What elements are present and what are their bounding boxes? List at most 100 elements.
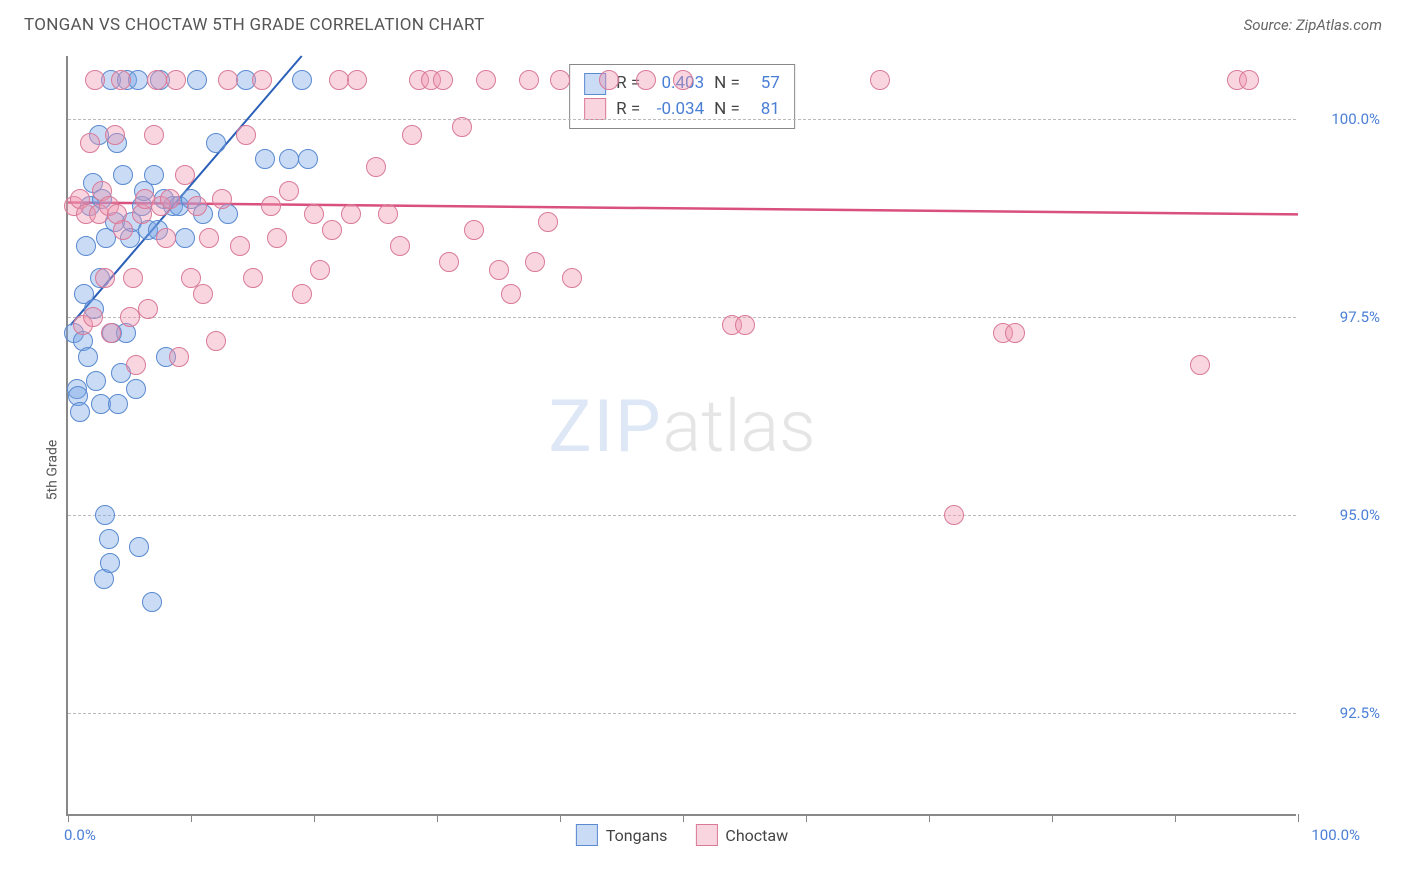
- data-point: [525, 252, 545, 272]
- data-point: [378, 204, 398, 224]
- data-point: [489, 260, 509, 280]
- data-point: [78, 347, 98, 367]
- data-point: [206, 133, 226, 153]
- data-point: [166, 70, 186, 90]
- series1-swatch-bottom: [576, 824, 598, 846]
- data-point: [550, 70, 570, 90]
- data-point: [138, 299, 158, 319]
- data-point: [156, 228, 176, 248]
- data-point: [76, 236, 96, 256]
- data-point: [187, 196, 207, 216]
- data-point: [636, 70, 656, 90]
- data-point: [261, 196, 281, 216]
- data-point: [519, 70, 539, 90]
- y-tick-label: 95.0%: [1308, 506, 1380, 524]
- data-point: [144, 125, 164, 145]
- plot-area: ZIPatlas R = 0.403 N = 57 R = -0.034 N =…: [66, 56, 1296, 816]
- data-point: [464, 220, 484, 240]
- data-point: [673, 70, 693, 90]
- data-point: [341, 204, 361, 224]
- data-point: [1239, 70, 1259, 90]
- data-point: [85, 70, 105, 90]
- data-point: [99, 529, 119, 549]
- legend-label-1: Tongans: [606, 826, 668, 845]
- data-point: [243, 268, 263, 288]
- data-point: [562, 268, 582, 288]
- data-point: [144, 165, 164, 185]
- data-point: [175, 228, 195, 248]
- data-point: [95, 505, 115, 525]
- legend-item-1: Tongans: [576, 824, 668, 846]
- data-point: [252, 70, 272, 90]
- data-point: [100, 553, 120, 573]
- data-point: [310, 260, 330, 280]
- data-point: [70, 402, 90, 422]
- data-point: [113, 165, 133, 185]
- data-point: [126, 379, 146, 399]
- data-point: [452, 117, 472, 137]
- data-point: [255, 149, 275, 169]
- data-point: [120, 307, 140, 327]
- chart-container: 5th Grade ZIPatlas R = 0.403 N = 57 R = …: [24, 48, 1382, 892]
- data-point: [279, 181, 299, 201]
- series-legend: Tongans Choctaw: [576, 824, 788, 846]
- data-point: [128, 70, 148, 90]
- data-point: [599, 70, 619, 90]
- data-point: [126, 355, 146, 375]
- data-point: [199, 228, 219, 248]
- data-point: [169, 347, 189, 367]
- data-point: [123, 268, 143, 288]
- data-point: [218, 70, 238, 90]
- data-point: [402, 125, 422, 145]
- data-point: [292, 284, 312, 304]
- data-point: [329, 70, 349, 90]
- legend-label-2: Choctaw: [725, 826, 788, 845]
- data-point: [105, 125, 125, 145]
- y-tick-label: 97.5%: [1308, 308, 1380, 326]
- y-tick-label: 92.5%: [1308, 704, 1380, 722]
- data-point: [439, 252, 459, 272]
- data-point: [735, 315, 755, 335]
- trend-lines: [68, 56, 1298, 816]
- data-point: [101, 323, 121, 343]
- data-point: [147, 70, 167, 90]
- data-point: [322, 220, 342, 240]
- data-point: [267, 228, 287, 248]
- data-point: [870, 70, 890, 90]
- data-point: [292, 70, 312, 90]
- data-point: [1005, 323, 1025, 343]
- data-point: [212, 189, 232, 209]
- source-label: Source: ZipAtlas.com: [1244, 16, 1382, 34]
- data-point: [347, 70, 367, 90]
- x-axis-max-label: 100.0%: [1311, 826, 1360, 844]
- series2-swatch-bottom: [695, 824, 717, 846]
- y-axis-label: 5th Grade: [44, 440, 60, 501]
- data-point: [501, 284, 521, 304]
- data-point: [113, 220, 133, 240]
- data-point: [80, 133, 100, 153]
- data-point: [1190, 355, 1210, 375]
- data-point: [187, 70, 207, 90]
- data-point: [366, 157, 386, 177]
- x-tick: [1298, 814, 1299, 822]
- data-point: [160, 189, 180, 209]
- data-point: [111, 70, 131, 90]
- data-point: [476, 70, 496, 90]
- legend-item-2: Choctaw: [695, 824, 788, 846]
- data-point: [83, 307, 103, 327]
- y-tick-label: 100.0%: [1308, 110, 1380, 128]
- data-point: [95, 268, 115, 288]
- data-point: [206, 331, 226, 351]
- data-point: [390, 236, 410, 256]
- x-axis-min-label: 0.0%: [64, 826, 96, 844]
- data-point: [279, 149, 299, 169]
- data-point: [142, 592, 162, 612]
- data-point: [129, 537, 149, 557]
- data-point: [193, 284, 213, 304]
- chart-title: TONGAN VS CHOCTAW 5TH GRADE CORRELATION …: [24, 15, 485, 35]
- data-point: [230, 236, 250, 256]
- data-point: [433, 70, 453, 90]
- data-point: [944, 505, 964, 525]
- data-point: [304, 204, 324, 224]
- data-point: [175, 165, 195, 185]
